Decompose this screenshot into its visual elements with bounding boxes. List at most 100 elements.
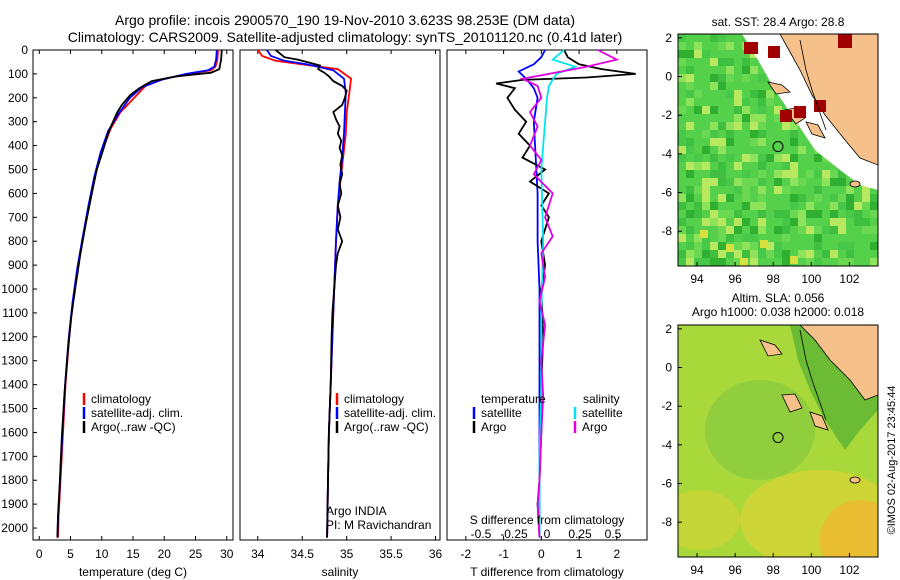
temperature-panel: 0100200300400500600700800900100011001200… bbox=[1, 43, 233, 579]
sst-cell bbox=[750, 154, 758, 162]
sst-cell bbox=[782, 162, 790, 170]
sst-cell bbox=[758, 218, 766, 226]
sst-cell bbox=[846, 210, 854, 218]
sst-cell bbox=[862, 202, 870, 210]
y-tick-label: 200 bbox=[8, 91, 28, 105]
sst-cell bbox=[758, 162, 766, 170]
sst-cell bbox=[862, 186, 870, 194]
sst-cell bbox=[838, 242, 846, 250]
legend-temperature-title: temperature bbox=[481, 392, 546, 406]
sst-cell bbox=[710, 218, 718, 226]
top-tick-label: 0.5 bbox=[605, 527, 622, 541]
sst-cell bbox=[846, 202, 854, 210]
sst-cell bbox=[686, 146, 694, 154]
figure-title-line1: Argo profile: incois 2900570_190 19-Nov-… bbox=[115, 12, 575, 28]
sst-cell bbox=[750, 242, 758, 250]
x-tick-label: 2 bbox=[613, 547, 620, 561]
sst-cell bbox=[718, 178, 726, 186]
sst-cell bbox=[774, 186, 782, 194]
sst-cell bbox=[758, 186, 766, 194]
sst-cell bbox=[702, 178, 710, 186]
sst-cell bbox=[718, 242, 726, 250]
sst-cell bbox=[806, 250, 814, 258]
sst-cell bbox=[710, 130, 718, 138]
sst-cell bbox=[726, 194, 734, 202]
sst-cell bbox=[742, 202, 750, 210]
sst-cell bbox=[686, 258, 694, 266]
map-x-tick-label: 98 bbox=[767, 563, 781, 577]
sst-cell bbox=[678, 154, 686, 162]
sst-cell bbox=[702, 106, 710, 114]
series-temperature-satellite bbox=[517, 49, 546, 538]
sst-cell bbox=[678, 74, 686, 82]
sst-cell bbox=[734, 178, 742, 186]
sst-cell bbox=[678, 138, 686, 146]
y-tick-label: 1800 bbox=[1, 473, 28, 487]
sst-cell bbox=[798, 146, 806, 154]
sst-cell bbox=[798, 194, 806, 202]
y-tick-label: 1100 bbox=[2, 306, 28, 320]
sst-cell bbox=[710, 74, 718, 82]
sla-island-enggano bbox=[849, 476, 861, 484]
sst-cell bbox=[822, 170, 830, 178]
sst-cell bbox=[686, 226, 694, 234]
sst-cell bbox=[814, 242, 822, 250]
sst-cell bbox=[710, 138, 718, 146]
sst-cell bbox=[774, 170, 782, 178]
top-tick-label: -0.5 bbox=[471, 527, 492, 541]
map-y-tick-label: 2 bbox=[665, 31, 672, 45]
sst-cell bbox=[870, 242, 878, 250]
x-tick-label: 0 bbox=[538, 547, 545, 561]
sst-cell bbox=[830, 210, 838, 218]
sla-map-frame bbox=[677, 324, 879, 558]
sst-cell bbox=[726, 74, 734, 82]
sst-cell bbox=[750, 138, 758, 146]
top-tick-label: 0.25 bbox=[568, 527, 592, 541]
sst-cell bbox=[734, 226, 742, 234]
x-tick-label: -1 bbox=[498, 547, 509, 561]
sst-cell bbox=[822, 226, 830, 234]
sst-cell bbox=[718, 34, 726, 42]
y-tick-label: 0 bbox=[21, 43, 28, 57]
sst-cell bbox=[782, 154, 790, 162]
sst-cell bbox=[814, 210, 822, 218]
sst-cell bbox=[774, 226, 782, 234]
sst-cell bbox=[678, 42, 686, 50]
sst-island-simeulue bbox=[767, 81, 791, 95]
y-tick-label: 1600 bbox=[1, 425, 28, 439]
sst-cell bbox=[710, 202, 718, 210]
sst-cell bbox=[790, 154, 798, 162]
difference-legend: temperature satellite Argo salinity sate… bbox=[472, 392, 623, 434]
sst-cell bbox=[710, 258, 718, 266]
sst-cell bbox=[774, 106, 782, 114]
sst-cell bbox=[718, 226, 726, 234]
sst-cell bbox=[726, 178, 734, 186]
sst-cell bbox=[710, 170, 718, 178]
sst-cell bbox=[758, 170, 766, 178]
sst-cell bbox=[790, 218, 798, 226]
sst-cell bbox=[694, 258, 702, 266]
sst-cell bbox=[742, 242, 750, 250]
salinity-legend: climatology satellite-adj. clim. Argo(..… bbox=[335, 392, 436, 434]
sla-island-nias bbox=[781, 393, 803, 413]
sst-cell bbox=[718, 194, 726, 202]
sst-cell bbox=[750, 202, 758, 210]
sst-cell bbox=[718, 58, 726, 66]
x-tick-label: -2 bbox=[461, 547, 472, 561]
sst-cell bbox=[806, 226, 814, 234]
sst-cell bbox=[790, 130, 798, 138]
map-x-tick-label: 102 bbox=[839, 563, 859, 577]
sst-cell bbox=[838, 170, 846, 178]
sst-cell bbox=[678, 202, 686, 210]
sst-cell bbox=[718, 82, 726, 90]
sst-cell bbox=[750, 258, 758, 266]
sst-cell bbox=[734, 90, 742, 98]
sst-cell bbox=[710, 242, 718, 250]
sst-cell bbox=[774, 114, 782, 122]
sst-cell bbox=[798, 250, 806, 258]
sst-warm-cell bbox=[838, 34, 852, 48]
sst-cell bbox=[718, 42, 726, 50]
sst-cell bbox=[742, 106, 750, 114]
sst-cell bbox=[678, 226, 686, 234]
argo-position-marker bbox=[772, 432, 784, 444]
